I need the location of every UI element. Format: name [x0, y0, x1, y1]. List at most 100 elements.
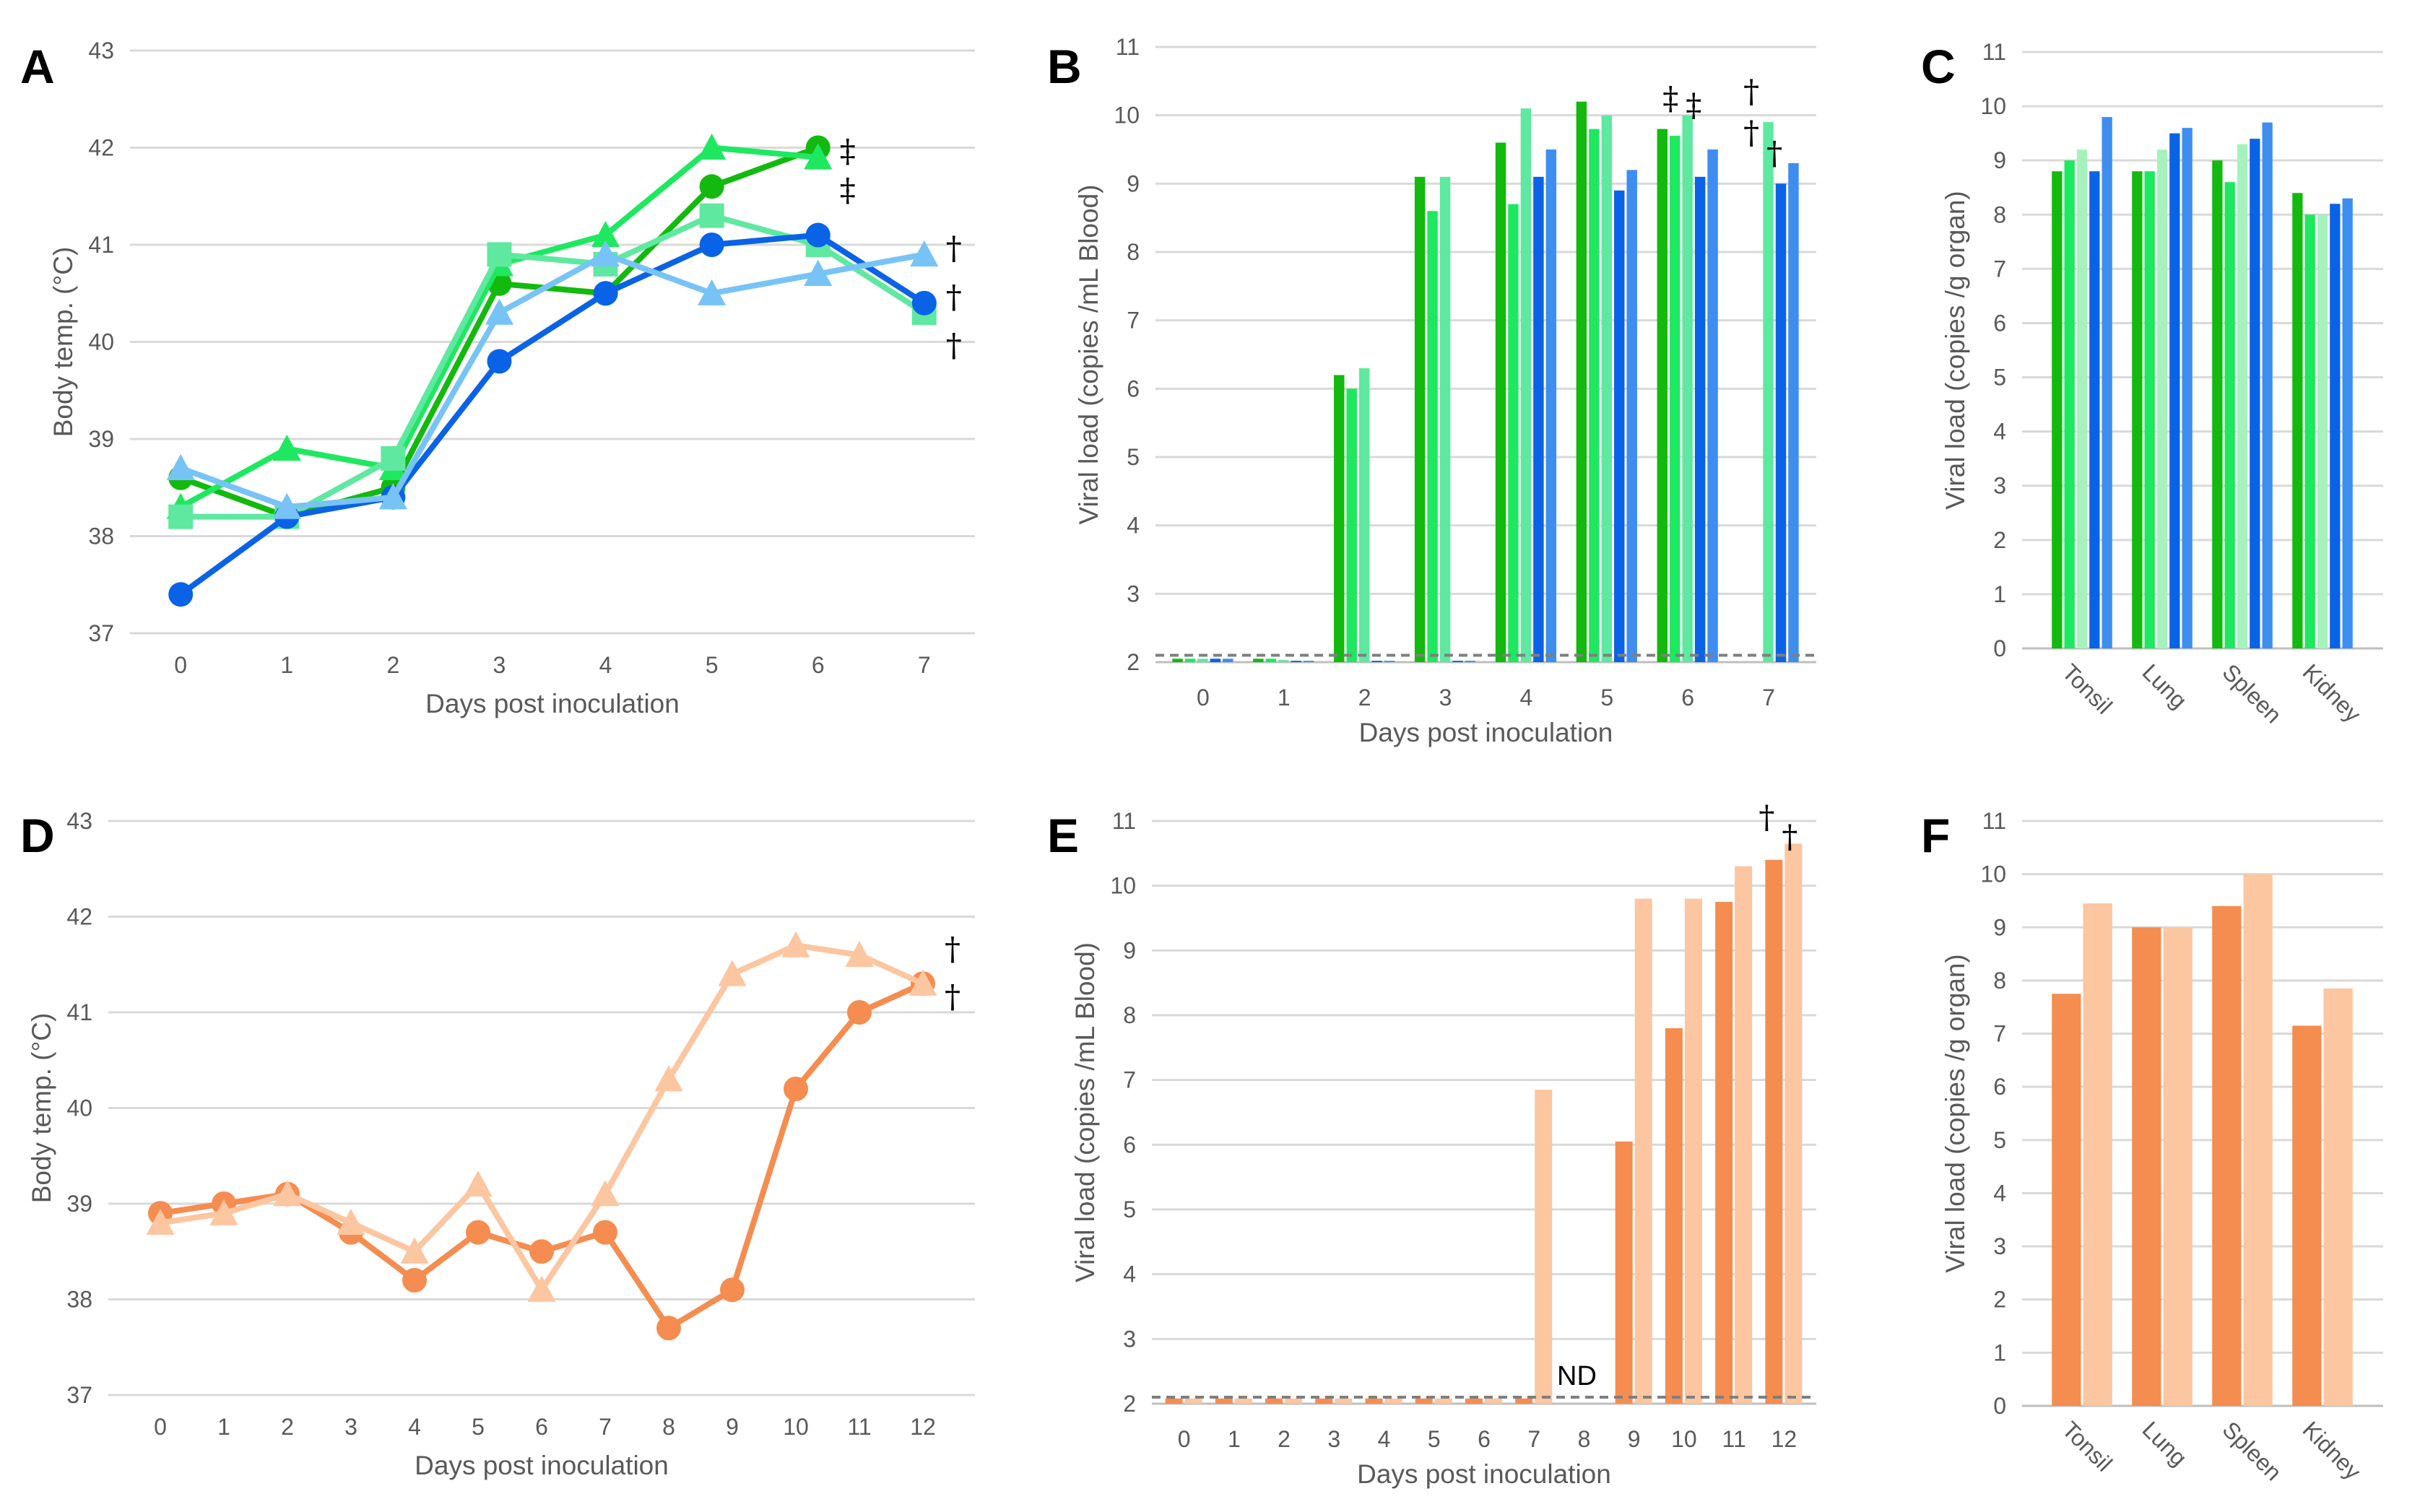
data-point — [699, 203, 724, 228]
y-tick-label: 7 — [1123, 1067, 1136, 1093]
bar — [1210, 659, 1221, 662]
y-tick-label: 7 — [1127, 308, 1140, 334]
annotation: † — [946, 328, 962, 365]
bar — [1215, 1398, 1233, 1404]
x-tick-label: 1 — [217, 1414, 230, 1440]
bar — [1634, 898, 1652, 1404]
bar — [2076, 149, 2088, 648]
y-tick-label: 2 — [1123, 1391, 1136, 1417]
bar — [2342, 198, 2353, 648]
bar — [1545, 149, 1557, 662]
y-tick-label: 6 — [1123, 1131, 1136, 1157]
x-tick-label: 10 — [783, 1414, 809, 1440]
x-tick-label: 5 — [706, 652, 719, 678]
y-tick-label: 37 — [88, 620, 114, 646]
series-1 — [166, 133, 833, 519]
y-axis-title: Body temp. (°C) — [27, 1013, 56, 1204]
x-tick-label: Tonsil — [2057, 1416, 2117, 1476]
bar — [1665, 1027, 1683, 1404]
data-point — [168, 504, 194, 529]
y-tick-label: 1 — [1993, 581, 2006, 607]
bar — [2237, 144, 2248, 648]
bar — [2144, 171, 2155, 648]
x-tick-label: 2 — [386, 652, 399, 678]
series-4 — [166, 240, 939, 519]
bar — [1335, 1398, 1353, 1404]
bar — [2317, 214, 2328, 649]
x-tick-label: 2 — [281, 1414, 294, 1440]
bar — [1765, 859, 1783, 1404]
bar — [1520, 108, 1532, 662]
y-tick-label: 43 — [88, 38, 114, 64]
x-tick-label: Kidney — [2298, 1416, 2367, 1485]
series-0 — [148, 971, 935, 1341]
data-point — [784, 1077, 808, 1101]
annotation: † — [1782, 819, 1797, 856]
bar — [1682, 115, 1693, 662]
x-tick-label: 1 — [1228, 1426, 1241, 1452]
series-line — [179, 251, 925, 510]
x-axis-title: Days post inoculation — [1359, 718, 1613, 747]
y-tick-label: 10 — [1114, 103, 1140, 129]
bar — [1371, 661, 1382, 662]
y-tick-label: 3 — [1993, 473, 2006, 499]
data-point — [146, 1208, 175, 1235]
x-tick-label: 1 — [280, 652, 293, 678]
bar — [1265, 1398, 1283, 1404]
x-tick-label: 8 — [662, 1414, 675, 1440]
bar — [1172, 659, 1183, 662]
annotation: ‡ — [1662, 81, 1678, 118]
x-tick-label: 4 — [408, 1414, 421, 1440]
bar — [2156, 149, 2168, 648]
bar — [1434, 1398, 1452, 1404]
data-point — [400, 1237, 429, 1264]
bar — [1253, 659, 1264, 662]
y-tick-label: 39 — [88, 426, 114, 452]
data-point — [402, 1268, 427, 1292]
y-tick-label: 42 — [66, 904, 92, 930]
bar — [1278, 660, 1289, 662]
x-tick-label: 4 — [1378, 1426, 1391, 1452]
bar — [1715, 902, 1733, 1404]
bar — [1576, 101, 1587, 662]
y-tick-label: 40 — [88, 329, 114, 355]
x-tick-label: 5 — [472, 1414, 485, 1440]
bar — [1414, 176, 1426, 662]
x-tick-label: 8 — [1578, 1426, 1591, 1452]
data-point — [381, 446, 406, 471]
bar — [1452, 661, 1463, 662]
y-tick-label: 0 — [1993, 635, 2006, 661]
y-tick-label: 7 — [1993, 1021, 2006, 1047]
series-line — [179, 144, 819, 510]
y-tick-label: 3 — [1993, 1233, 2006, 1259]
data-point — [487, 242, 512, 267]
y-tick-label: 11 — [1982, 39, 2006, 65]
data-point — [466, 1220, 490, 1245]
bar — [1626, 170, 1637, 662]
panel-label: D — [20, 809, 55, 862]
bar — [1535, 1090, 1553, 1404]
annotation: † — [945, 931, 960, 968]
x-tick-label: 7 — [1527, 1426, 1540, 1452]
y-tick-label: 2 — [1127, 649, 1140, 675]
series-line — [160, 942, 924, 1293]
bar — [1234, 1398, 1252, 1404]
x-tick-label: Lung — [2138, 659, 2193, 713]
data-point — [527, 1275, 556, 1302]
y-tick-label: 11 — [1112, 808, 1136, 834]
x-tick-label: 4 — [1520, 685, 1533, 711]
y-tick-label: 7 — [1993, 256, 2006, 282]
bar — [1334, 375, 1345, 662]
series-line — [178, 232, 926, 597]
x-tick-label: 6 — [812, 652, 825, 678]
x-tick-label: Tonsil — [2057, 659, 2117, 718]
bar — [2132, 927, 2161, 1406]
x-tick-label: 3 — [1327, 1426, 1340, 1452]
bar — [2323, 988, 2353, 1406]
x-tick-label: 7 — [1762, 685, 1775, 711]
panel-label: E — [1047, 809, 1079, 862]
x-tick-label: 11 — [1722, 1426, 1746, 1452]
x-axis-title: Days post inoculation — [415, 1451, 669, 1480]
y-tick-label: 6 — [1127, 375, 1140, 401]
